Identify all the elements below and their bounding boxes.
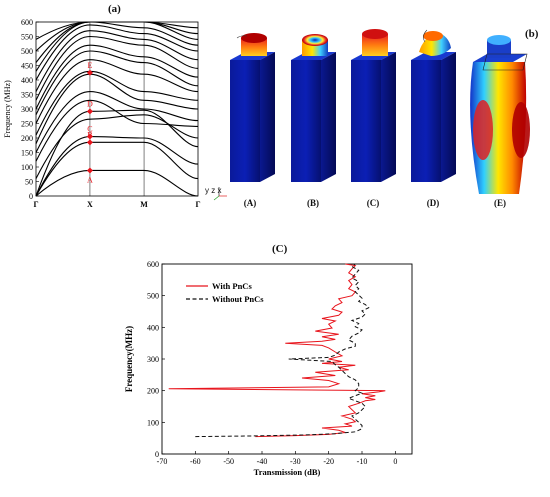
band-ytick-label: 550 bbox=[21, 33, 33, 42]
band-structure-panel: (a) 0 50 100 150 200 250 300 350 400 450 500 550 600… bbox=[0, 0, 205, 220]
axes-triad-label: y z x bbox=[205, 186, 222, 195]
mode-label-c: (C) bbox=[366, 198, 380, 208]
band-curve bbox=[35, 73, 199, 145]
y-tick-label: 100 bbox=[147, 418, 159, 427]
band-ytick-label: 50 bbox=[25, 178, 33, 187]
band-ytick-label: 600 bbox=[21, 18, 33, 27]
band-curve bbox=[35, 30, 199, 92]
band-xtick-label: X bbox=[87, 200, 93, 209]
axes-triad bbox=[213, 187, 227, 201]
band-ylabel: Frequency (MHz) bbox=[3, 80, 12, 138]
band-marker-b bbox=[86, 139, 93, 146]
plot-frame bbox=[161, 263, 413, 455]
y-axis-label: Frequency(MHz) bbox=[124, 326, 134, 392]
transmission-panel: (C) -70 -60 -50 -40 -30 -20 -10 0 0 100 200 300 400 5… bbox=[120, 240, 420, 492]
band-ytick-label: 250 bbox=[21, 120, 33, 129]
mode-label-a: (A) bbox=[243, 198, 257, 208]
x-tick-label: -10 bbox=[357, 457, 368, 466]
band-ytick-label: 0 bbox=[29, 192, 33, 201]
x-tick-label: -20 bbox=[323, 457, 334, 466]
band-ytick-label: 350 bbox=[21, 91, 33, 100]
legend-label: With PnCs bbox=[212, 281, 252, 291]
legend-label: Without PnCs bbox=[212, 294, 264, 304]
panel-c-label: (C) bbox=[272, 243, 288, 255]
band-curve bbox=[35, 44, 199, 110]
band-curve bbox=[35, 59, 199, 124]
mode-shapes-svg bbox=[213, 29, 530, 201]
band-curve bbox=[35, 99, 199, 162]
series-line-with-pncs bbox=[168, 263, 386, 438]
band-marker-a bbox=[86, 167, 93, 174]
band-curve bbox=[35, 169, 199, 197]
y-tick-label: 0 bbox=[155, 450, 159, 459]
panel-b-label: (b) bbox=[525, 28, 539, 40]
band-ytick-label: 300 bbox=[21, 105, 33, 114]
x-tick-label: -70 bbox=[157, 457, 168, 466]
band-marker-d bbox=[86, 108, 93, 115]
mode-shape-d bbox=[411, 29, 456, 182]
band-structure-plot: 0 50 100 150 200 250 300 350 400 450 500 550 600 Γ X M Γ… bbox=[3, 18, 201, 209]
band-curve bbox=[35, 135, 199, 197]
x-tick-label: -40 bbox=[257, 457, 268, 466]
band-curve bbox=[35, 21, 199, 52]
mode-shapes-panel: (b) bbox=[205, 0, 550, 220]
x-tick-label: 0 bbox=[393, 457, 397, 466]
band-ytick-label: 200 bbox=[21, 134, 33, 143]
band-curve bbox=[35, 91, 199, 153]
band-marker-label: E bbox=[88, 61, 93, 70]
band-curve bbox=[35, 35, 199, 101]
mode-label-d: (D) bbox=[426, 198, 440, 208]
band-curve bbox=[35, 21, 199, 40]
band-curve bbox=[35, 109, 199, 197]
series-line-without-pncs bbox=[195, 263, 370, 438]
band-xtick-label: Γ bbox=[195, 200, 200, 209]
x-tick-label: -50 bbox=[223, 457, 234, 466]
panel-a-label: (a) bbox=[108, 3, 121, 15]
band-xtick-label: M bbox=[140, 200, 148, 209]
x-tick-label: -30 bbox=[290, 457, 301, 466]
band-ytick-label: 450 bbox=[21, 62, 33, 71]
transmission-chart: -70 -60 -50 -40 -30 -20 -10 0 0 100 200 300 400 500 60… bbox=[124, 260, 413, 477]
band-frame bbox=[35, 21, 199, 197]
band-ytick-label: 150 bbox=[21, 149, 33, 158]
x-tick-label: -60 bbox=[190, 457, 201, 466]
mode-label-e: (E) bbox=[494, 198, 506, 208]
y-tick-label: 300 bbox=[147, 355, 159, 364]
band-marker-label: C bbox=[87, 125, 92, 134]
y-tick-label: 600 bbox=[147, 260, 159, 269]
band-curve bbox=[35, 24, 199, 81]
band-ytick-label: 100 bbox=[21, 163, 33, 172]
band-xtick-label: Γ bbox=[33, 200, 38, 209]
band-marker-label: D bbox=[87, 99, 93, 108]
x-axis-label: Transmission (dB) bbox=[254, 467, 321, 477]
band-marker-e bbox=[86, 69, 93, 76]
y-tick-label: 400 bbox=[147, 323, 159, 332]
band-curve bbox=[35, 141, 199, 197]
band-marker-label: A bbox=[87, 175, 93, 184]
band-curve bbox=[35, 114, 199, 179]
mode-shape-b bbox=[291, 34, 336, 182]
band-marker-c bbox=[86, 133, 93, 140]
mode-label-b: (B) bbox=[307, 198, 319, 208]
mode-shape-a bbox=[230, 33, 275, 182]
band-curve bbox=[35, 50, 199, 116]
mode-shape-c bbox=[351, 29, 396, 182]
band-curve bbox=[35, 21, 199, 72]
band-ytick-label: 500 bbox=[21, 47, 33, 56]
band-ytick-label: 400 bbox=[21, 76, 33, 85]
y-tick-label: 200 bbox=[147, 387, 159, 396]
mode-shape-e bbox=[470, 35, 530, 194]
band-curve bbox=[35, 70, 199, 136]
y-tick-label: 500 bbox=[147, 292, 159, 301]
